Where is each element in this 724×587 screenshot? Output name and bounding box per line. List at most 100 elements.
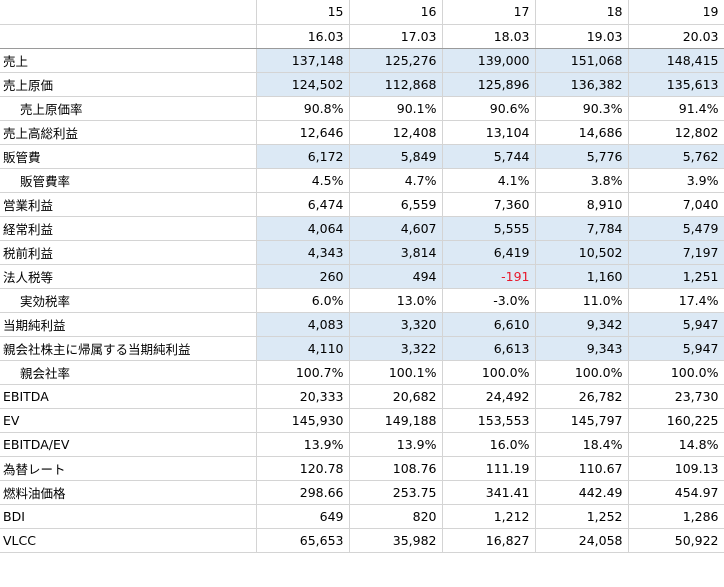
value-cell[interactable]: 5,479 — [628, 216, 724, 241]
value-cell[interactable]: 5,555 — [442, 216, 536, 241]
value-cell[interactable]: 90.1% — [349, 96, 443, 121]
value-cell[interactable]: 90.6% — [442, 96, 536, 121]
value-cell[interactable]: 5,947 — [628, 336, 724, 361]
value-cell[interactable]: 13.9% — [256, 432, 350, 457]
row-label-cell[interactable]: 当期純利益 — [0, 312, 257, 337]
value-cell[interactable]: 5,744 — [442, 144, 536, 169]
value-cell[interactable]: 3,322 — [349, 336, 443, 361]
value-cell[interactable]: 13.0% — [349, 288, 443, 313]
value-cell[interactable]: 26,782 — [535, 384, 629, 409]
value-cell[interactable]: 35,982 — [349, 528, 443, 553]
value-cell[interactable]: 1,252 — [535, 504, 629, 529]
value-cell[interactable]: 11.0% — [535, 288, 629, 313]
value-cell[interactable]: 820 — [349, 504, 443, 529]
value-cell[interactable]: 4,607 — [349, 216, 443, 241]
value-cell[interactable]: 112,868 — [349, 72, 443, 97]
period-cell[interactable]: 18.03 — [442, 24, 536, 49]
value-cell[interactable]: 151,068 — [535, 48, 629, 73]
value-cell[interactable]: 149,188 — [349, 408, 443, 433]
value-cell[interactable]: 91.4% — [628, 96, 724, 121]
value-cell[interactable]: 135,613 — [628, 72, 724, 97]
value-cell[interactable]: 3.9% — [628, 168, 724, 193]
value-cell[interactable]: 120.78 — [256, 456, 350, 481]
value-cell[interactable]: 3,814 — [349, 240, 443, 265]
value-cell[interactable]: 20,333 — [256, 384, 350, 409]
row-label-cell[interactable]: EBITDA — [0, 384, 257, 409]
value-cell[interactable]: 7,197 — [628, 240, 724, 265]
value-cell[interactable]: 6.0% — [256, 288, 350, 313]
value-cell[interactable]: 9,342 — [535, 312, 629, 337]
year-cell[interactable]: 16 — [349, 0, 443, 25]
value-cell[interactable]: 494 — [349, 264, 443, 289]
value-cell[interactable]: 5,762 — [628, 144, 724, 169]
value-cell[interactable]: 1,286 — [628, 504, 724, 529]
value-cell[interactable]: 6,559 — [349, 192, 443, 217]
period-cell[interactable]: 17.03 — [349, 24, 443, 49]
value-cell[interactable]: 298.66 — [256, 480, 350, 505]
value-cell[interactable]: 125,276 — [349, 48, 443, 73]
value-cell[interactable]: 4,343 — [256, 240, 350, 265]
value-cell[interactable]: 3.8% — [535, 168, 629, 193]
value-cell[interactable]: 9,343 — [535, 336, 629, 361]
value-cell[interactable]: 100.0% — [535, 360, 629, 385]
year-cell[interactable]: 15 — [256, 0, 350, 25]
value-cell[interactable]: 160,225 — [628, 408, 724, 433]
value-cell[interactable]: 23,730 — [628, 384, 724, 409]
value-cell[interactable]: 4,110 — [256, 336, 350, 361]
value-cell[interactable]: 90.8% — [256, 96, 350, 121]
value-cell[interactable]: 20,682 — [349, 384, 443, 409]
value-cell[interactable]: 4,064 — [256, 216, 350, 241]
row-label-cell[interactable]: 経常利益 — [0, 216, 257, 241]
value-cell[interactable]: 454.97 — [628, 480, 724, 505]
row-label-cell[interactable]: 燃料油価格 — [0, 480, 257, 505]
value-cell[interactable]: 7,360 — [442, 192, 536, 217]
value-cell[interactable]: 145,797 — [535, 408, 629, 433]
value-cell[interactable]: 109.13 — [628, 456, 724, 481]
value-cell[interactable]: 17.4% — [628, 288, 724, 313]
value-cell[interactable]: 341.41 — [442, 480, 536, 505]
value-cell[interactable]: 12,408 — [349, 120, 443, 145]
value-cell[interactable]: 125,896 — [442, 72, 536, 97]
value-cell[interactable]: 14,686 — [535, 120, 629, 145]
value-cell[interactable]: 136,382 — [535, 72, 629, 97]
value-cell[interactable]: 6,172 — [256, 144, 350, 169]
value-cell[interactable]: 137,148 — [256, 48, 350, 73]
row-label-cell[interactable]: 売上原価率 — [0, 96, 257, 121]
row-label-cell[interactable]: 販管費 — [0, 144, 257, 169]
value-cell[interactable]: 90.3% — [535, 96, 629, 121]
value-cell[interactable]: 6,610 — [442, 312, 536, 337]
value-cell[interactable]: 12,646 — [256, 120, 350, 145]
value-cell[interactable]: 649 — [256, 504, 350, 529]
value-cell[interactable]: 4,083 — [256, 312, 350, 337]
value-cell[interactable]: 3,320 — [349, 312, 443, 337]
value-cell[interactable]: 5,776 — [535, 144, 629, 169]
period-cell[interactable]: 20.03 — [628, 24, 724, 49]
value-cell[interactable]: 145,930 — [256, 408, 350, 433]
value-cell[interactable]: 148,415 — [628, 48, 724, 73]
value-cell[interactable]: 16,827 — [442, 528, 536, 553]
value-cell[interactable]: 153,553 — [442, 408, 536, 433]
value-cell[interactable]: 18.4% — [535, 432, 629, 457]
value-cell[interactable]: 260 — [256, 264, 350, 289]
value-cell[interactable]: 108.76 — [349, 456, 443, 481]
row-label-cell[interactable]: EV — [0, 408, 257, 433]
row-label-cell[interactable]: 売上 — [0, 48, 257, 73]
value-cell[interactable]: 1,251 — [628, 264, 724, 289]
value-cell[interactable]: 6,613 — [442, 336, 536, 361]
value-cell[interactable]: 7,784 — [535, 216, 629, 241]
value-cell[interactable]: 10,502 — [535, 240, 629, 265]
value-cell[interactable]: 442.49 — [535, 480, 629, 505]
row-label-cell[interactable]: 親会社株主に帰属する当期純利益 — [0, 336, 257, 361]
value-cell[interactable]: 1,160 — [535, 264, 629, 289]
value-cell[interactable]: 65,653 — [256, 528, 350, 553]
row-label-cell[interactable]: 売上高総利益 — [0, 120, 257, 145]
year-cell[interactable]: 17 — [442, 0, 536, 25]
row-label-cell[interactable]: 実効税率 — [0, 288, 257, 313]
value-cell[interactable]: 24,492 — [442, 384, 536, 409]
value-cell[interactable]: 139,000 — [442, 48, 536, 73]
value-cell[interactable]: 13,104 — [442, 120, 536, 145]
value-cell[interactable]: 8,910 — [535, 192, 629, 217]
value-cell[interactable]: 100.0% — [442, 360, 536, 385]
value-cell[interactable]: 111.19 — [442, 456, 536, 481]
value-cell[interactable]: 1,212 — [442, 504, 536, 529]
